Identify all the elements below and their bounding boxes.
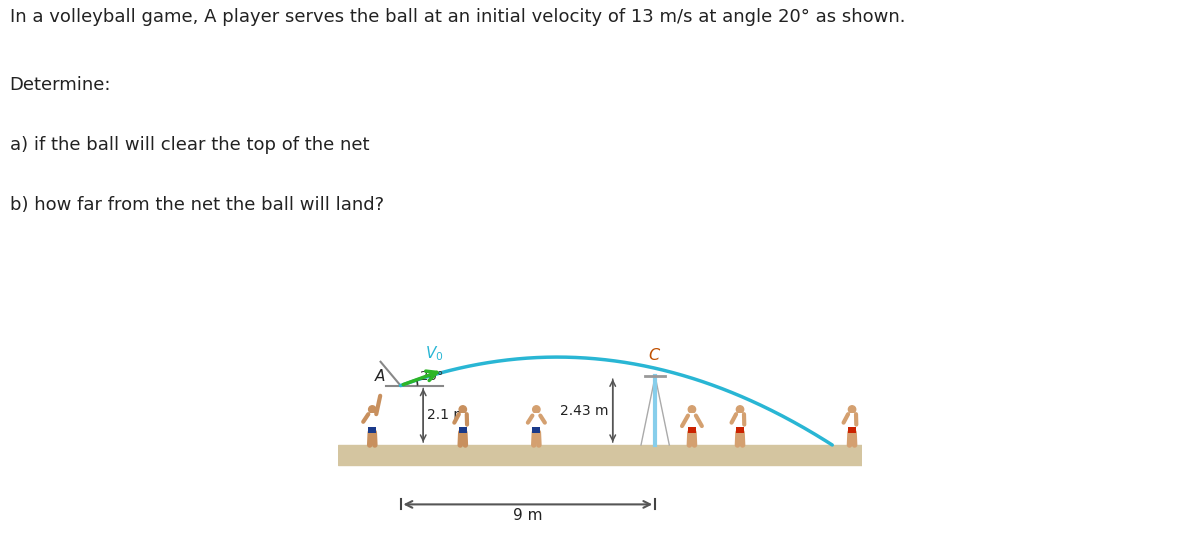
Text: b) how far from the net the ball will land?: b) how far from the net the ball will la… — [10, 196, 384, 214]
Bar — [368, 413, 377, 428]
Circle shape — [533, 406, 540, 413]
Text: Determine:: Determine: — [10, 76, 112, 94]
Text: 2.1 m: 2.1 m — [427, 409, 467, 422]
Bar — [688, 413, 696, 428]
Text: 20°: 20° — [420, 370, 444, 384]
Bar — [736, 413, 744, 428]
Circle shape — [689, 406, 696, 413]
Bar — [458, 426, 467, 433]
Bar — [458, 413, 467, 428]
Text: A: A — [374, 369, 385, 385]
Circle shape — [848, 406, 856, 413]
Bar — [533, 426, 540, 433]
Text: a) if the ball will clear the top of the net: a) if the ball will clear the top of the… — [10, 136, 370, 154]
Circle shape — [460, 406, 467, 413]
Bar — [848, 426, 856, 433]
Circle shape — [368, 406, 376, 413]
Bar — [338, 445, 862, 465]
Bar — [368, 426, 377, 433]
Bar — [848, 413, 856, 428]
Bar — [736, 426, 744, 433]
Bar — [688, 426, 696, 433]
Text: 2.43 m: 2.43 m — [560, 404, 608, 418]
Bar — [533, 413, 540, 428]
Text: 9 m: 9 m — [514, 508, 542, 523]
Circle shape — [737, 406, 744, 413]
Text: C: C — [648, 348, 659, 363]
Text: $V_0$: $V_0$ — [425, 344, 444, 363]
Text: In a volleyball game, A player serves the ball at an initial velocity of 13 m/s : In a volleyball game, A player serves th… — [10, 8, 905, 26]
